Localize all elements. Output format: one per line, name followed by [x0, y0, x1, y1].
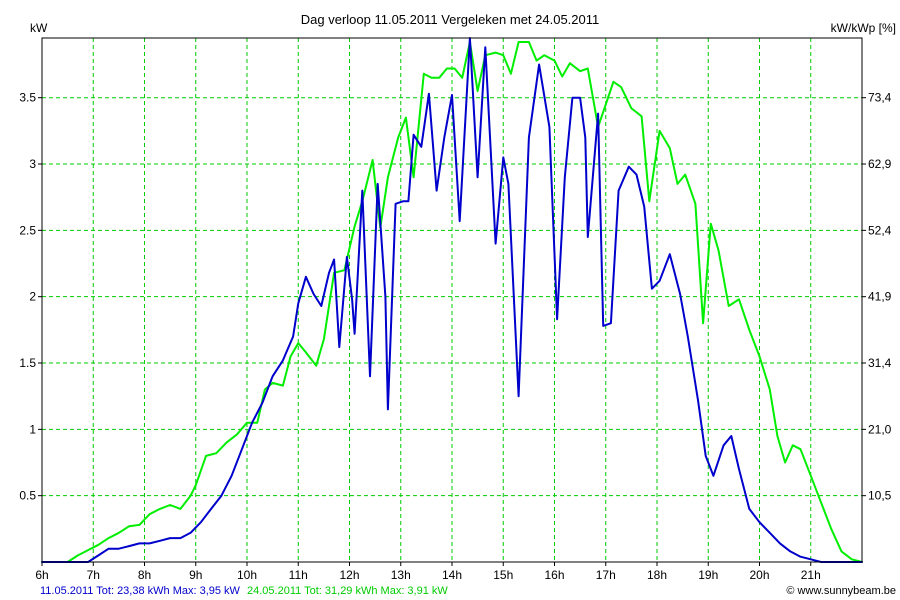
y-tick-label-right: 21,0	[868, 422, 892, 436]
y-tick-label-left: 1	[29, 422, 36, 436]
axis-ticks: 6h 7h 8h 9h 10h 11h 12h 13h 14h 15h 16h 17h 18h 19h 20…	[19, 91, 891, 582]
x-tick-label: 12h	[339, 568, 359, 582]
x-tick-label: 6h	[35, 568, 48, 582]
legend-series-24-05-label: 24.05.2011 Tot: 31,29 kWh Max: 3,91 kW	[247, 585, 448, 597]
y-tick-label-right: 52,4	[868, 223, 892, 237]
plot-frame	[41, 37, 863, 563]
x-tick-label: 15h	[493, 568, 513, 582]
x-tick-label: 17h	[596, 568, 616, 582]
x-tick-label: 20h	[749, 568, 769, 582]
y-tick-label-right: 31,4	[868, 356, 892, 370]
legend-series-11-05: 11.05.2011 Tot: 23,38 kWh Max: 3,95 kW 2…	[40, 585, 448, 597]
y-tick-label-left: 3	[29, 157, 36, 171]
x-tick-label: 8h	[138, 568, 151, 582]
y-tick-label-left: 0.5	[19, 489, 36, 503]
y-tick-label-right: 41,9	[868, 290, 892, 304]
x-tick-label: 21h	[801, 568, 821, 582]
y-axis-right-label: kW/kWp [%]	[831, 21, 896, 35]
y-tick-label-right: 62,9	[868, 157, 892, 171]
credit-text: © www.sunnybeam.be	[786, 585, 896, 597]
y-tick-label-right: 73,4	[868, 91, 892, 105]
y-tick-label-right: 10,5	[868, 489, 892, 503]
x-tick-label: 7h	[87, 568, 100, 582]
grid	[42, 38, 862, 562]
x-tick-label: 16h	[544, 568, 564, 582]
series-layer	[41, 37, 863, 563]
x-tick-label: 9h	[189, 568, 202, 582]
x-tick-label: 14h	[442, 568, 462, 582]
y-tick-label-left: 3.5	[19, 91, 36, 105]
series-line-24-05-2011	[41, 41, 863, 563]
y-tick-label-left: 2.5	[19, 223, 36, 237]
series-line-11-05-2011	[41, 37, 863, 563]
x-tick-label: 13h	[391, 568, 411, 582]
x-tick-label: 18h	[647, 568, 667, 582]
x-tick-label: 11h	[289, 568, 308, 582]
x-tick-label: 19h	[698, 568, 718, 582]
chart-title: Dag verloop 11.05.2011 Vergeleken met 24…	[301, 12, 600, 27]
y-axis-left-label: kW	[30, 21, 48, 35]
x-tick-label: 10h	[237, 568, 257, 582]
y-tick-label-left: 2	[29, 290, 36, 304]
y-tick-label-left: 1.5	[19, 356, 36, 370]
legend-series-11-05-label: 11.05.2011 Tot: 23,38 kWh Max: 3,95 kW	[40, 585, 241, 597]
